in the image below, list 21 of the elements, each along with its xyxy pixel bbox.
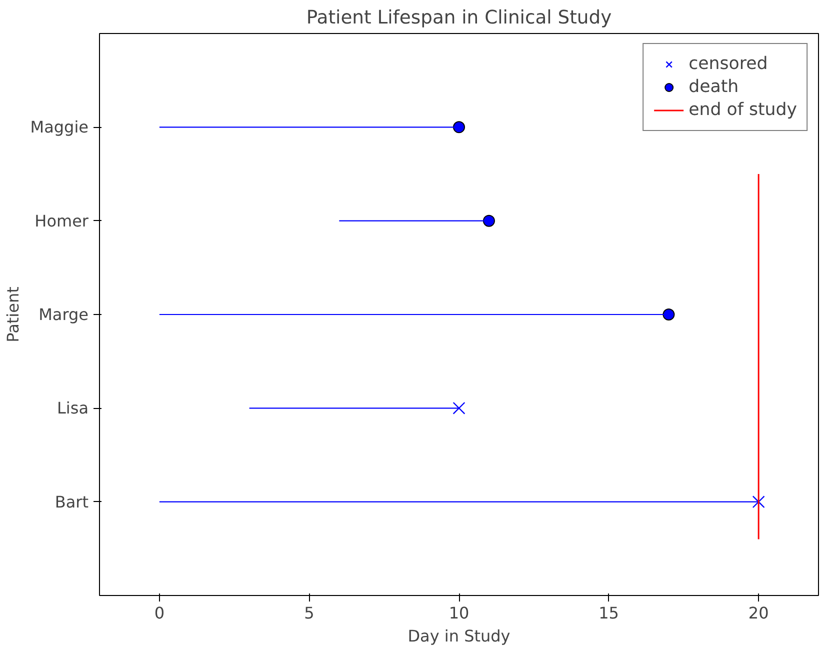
y-tick-label: Bart	[54, 492, 89, 512]
point	[452, 402, 466, 414]
point	[752, 496, 765, 508]
legend-label: death	[688, 77, 739, 97]
point	[453, 121, 465, 134]
point	[482, 214, 495, 227]
x-tick-label: 15	[598, 604, 619, 622]
x-tick-label: 5	[304, 604, 314, 622]
y-tick-label: Lisa	[57, 398, 88, 418]
x-tick-label: 10	[448, 604, 470, 622]
legend-label: end of study	[688, 100, 797, 120]
x-axis-title: Day in Study	[408, 626, 510, 646]
legend-label: censored	[688, 54, 768, 74]
x-tick-label: 0	[154, 604, 165, 622]
y-tick-label: Homer	[34, 211, 89, 230]
x-tick-label: 20	[748, 604, 769, 622]
point	[662, 308, 675, 320]
chart-title: Patient Lifespan in Clinical Study	[306, 8, 612, 28]
y-tick-label: Marge	[38, 305, 88, 324]
y-tick-label: Maggie	[30, 118, 89, 137]
y-axis-title: Patient	[3, 286, 22, 342]
